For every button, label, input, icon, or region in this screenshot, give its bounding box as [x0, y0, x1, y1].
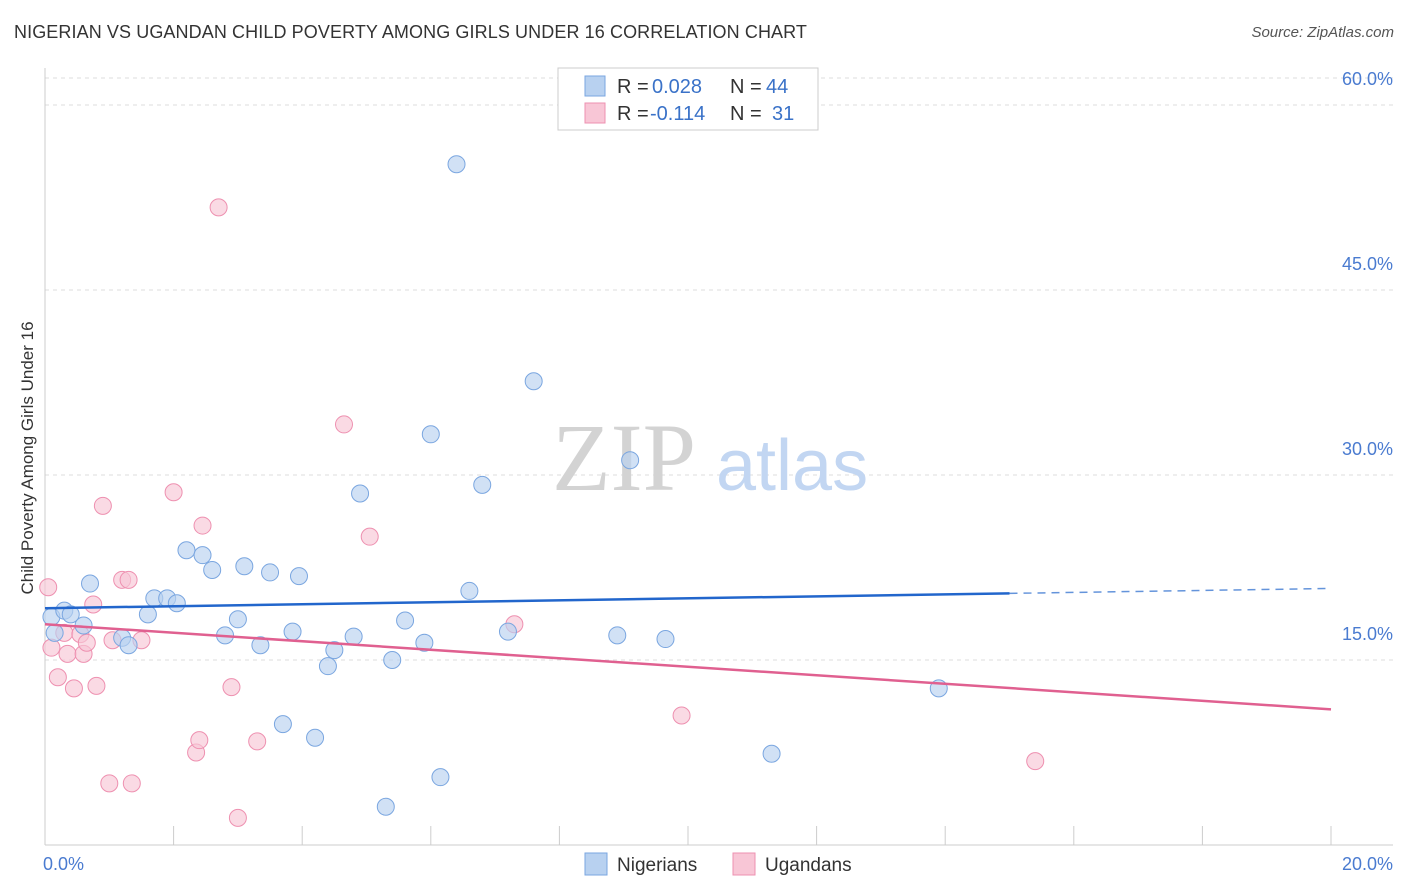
nigerian-point [621, 451, 640, 470]
nigerian-point [460, 581, 479, 600]
legend-n-value-2: 31 [772, 103, 794, 125]
nigerian-point [325, 641, 344, 660]
nigerian-point [193, 546, 212, 565]
ugandan-point [122, 774, 141, 793]
nigerian-point [283, 622, 302, 641]
ugandan-point [190, 731, 209, 750]
ugandan-point [93, 496, 112, 515]
ugandan-point [334, 415, 353, 434]
ugandan-point [58, 644, 77, 663]
stats-legend: R = 0.028 N = 44 R = -0.114 N = 31 [557, 67, 819, 131]
ugandan-point [77, 633, 96, 652]
nigerians-series [42, 155, 948, 816]
ugandan-point [42, 638, 61, 657]
x-ticks [173, 826, 1332, 845]
ugandan-point [164, 483, 183, 502]
nigerian-point [473, 475, 492, 494]
x-tick-label-min: 0.0% [43, 854, 84, 874]
nigerian-point [762, 744, 781, 763]
nigerians-swatch [584, 75, 606, 97]
nigerian-point [81, 574, 100, 593]
nigerian-point [119, 636, 138, 655]
nigerian-point [344, 627, 363, 646]
ugandan-point [248, 732, 267, 751]
ugandan-point [228, 808, 247, 827]
ugandan-point [672, 706, 691, 725]
nigerian-point [261, 563, 280, 582]
chart-source: Source: ZipAtlas.com [1251, 24, 1394, 41]
nigerian-point [351, 484, 370, 503]
nigerian-point [656, 630, 675, 649]
legend-n-label-2: N = [730, 103, 762, 125]
ugandan-point [119, 570, 138, 589]
nigerian-point [524, 372, 543, 391]
nigerian-point [431, 768, 450, 787]
nigerian-point [273, 715, 292, 734]
ugandan-point [360, 527, 379, 546]
legend-ugandans-label: Ugandans [765, 855, 852, 876]
ugandan-point [84, 595, 103, 614]
legend-nigerians-swatch [584, 852, 608, 876]
nigerian-point [383, 651, 402, 669]
axes [44, 68, 1393, 846]
y-tick-label: 60.0% [1342, 69, 1393, 89]
chart-title: NIGERIAN VS UGANDAN CHILD POVERTY AMONG … [14, 22, 808, 42]
legend-nigerians-label: Nigerians [617, 855, 697, 876]
ugandan-point [64, 679, 83, 698]
trend-lines [44, 587, 1332, 711]
ugandan-point [1026, 752, 1045, 771]
nigerian-point [235, 557, 254, 576]
nigerian-point [167, 594, 186, 613]
ugandan-point [193, 516, 212, 535]
y-tick-label: 30.0% [1342, 439, 1393, 459]
legend-r-label-1: R = [617, 76, 649, 98]
nigerians-trend-line [44, 592, 1010, 610]
ugandan-point [87, 676, 106, 695]
y-tick-label: 45.0% [1342, 254, 1393, 274]
legend-n-value-1: 44 [766, 76, 788, 98]
nigerian-point [447, 155, 466, 174]
nigerian-point [251, 636, 270, 655]
nigerian-point [318, 657, 337, 676]
nigerian-point [421, 425, 440, 444]
nigerian-point [608, 626, 627, 645]
x-tick-label-max: 20.0% [1342, 854, 1393, 874]
watermark: ZIP atlas [552, 404, 868, 511]
nigerian-point [306, 728, 325, 747]
legend-ugandans-swatch [732, 852, 756, 876]
nigerian-point [61, 605, 80, 624]
ugandans-swatch [584, 102, 606, 124]
ugandan-point [222, 678, 241, 697]
series-legend: Nigerians Ugandans [584, 852, 852, 876]
legend-r-value-2: -0.114 [650, 103, 705, 125]
ugandan-point [48, 668, 67, 687]
legend-n-label-1: N = [730, 76, 762, 98]
nigerian-point [376, 797, 395, 816]
legend-r-value-1: 0.028 [652, 76, 702, 98]
ugandans-series [39, 198, 1045, 827]
nigerian-point [203, 560, 222, 579]
legend-r-label-2: R = [617, 103, 649, 125]
y-tick-label: 15.0% [1342, 624, 1393, 644]
ugandan-point [209, 198, 228, 217]
nigerian-point [498, 622, 517, 641]
nigerian-point [396, 611, 415, 630]
watermark-atlas: atlas [716, 426, 868, 506]
nigerian-point [177, 541, 196, 560]
nigerians-trend-line-projection [1009, 587, 1332, 595]
nigerian-point [415, 633, 434, 652]
ugandan-point [39, 578, 58, 597]
ugandans-trend-line [44, 622, 1332, 711]
nigerian-point [45, 623, 64, 642]
nigerian-point [138, 605, 157, 624]
nigerian-point [228, 610, 247, 629]
ugandan-point [100, 774, 119, 793]
nigerian-point [289, 567, 308, 586]
y-tick-labels: 15.0% 30.0% 45.0% 60.0% [1342, 69, 1393, 644]
